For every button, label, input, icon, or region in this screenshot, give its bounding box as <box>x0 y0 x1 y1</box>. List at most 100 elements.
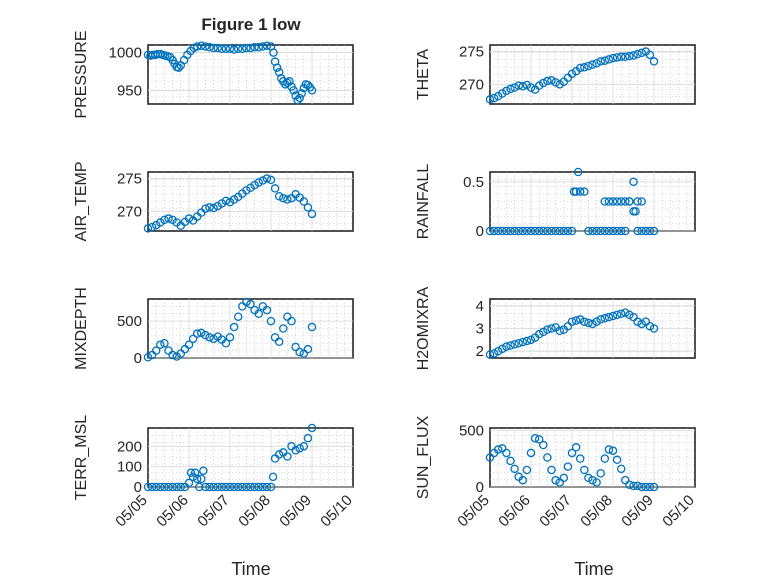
y-tick-label: 500 <box>117 313 142 330</box>
data-point <box>303 80 313 90</box>
data-point <box>518 337 528 347</box>
data-point <box>209 203 218 213</box>
data-point <box>547 226 556 236</box>
data-point <box>151 482 161 492</box>
data-point <box>295 347 304 357</box>
data-point <box>612 197 622 206</box>
data-point <box>608 53 618 63</box>
y-axis-label: MIXDEPTH <box>73 287 90 370</box>
data-point <box>221 44 231 54</box>
data-point <box>592 226 601 236</box>
data-point <box>600 197 610 206</box>
y-axis-label: TERR_MSL <box>73 415 90 500</box>
y-tick-label: 0 <box>134 350 142 367</box>
data-point <box>592 317 601 326</box>
data-point <box>584 226 593 236</box>
data-point <box>201 204 210 213</box>
data-point <box>588 226 597 236</box>
data-point <box>567 448 577 458</box>
data-point <box>489 226 499 236</box>
data-point <box>289 86 298 95</box>
data-point <box>506 456 515 466</box>
data-point <box>258 176 268 185</box>
x-tick-label: 05/08 <box>235 492 274 531</box>
data-point <box>633 226 642 236</box>
data-point <box>274 450 284 459</box>
data-point <box>502 226 511 236</box>
subplot-8: 0 500 SUN_FLUX 05/05 05/06 05/07 05/08 05/09 05/… <box>415 415 698 530</box>
data-point <box>612 310 622 320</box>
data-point <box>283 195 292 204</box>
data-point <box>555 326 564 336</box>
data-point <box>604 226 614 236</box>
x-axis-label-left: Time <box>231 559 270 579</box>
data-point <box>242 297 251 307</box>
data-point <box>580 187 589 196</box>
data-point <box>621 52 630 62</box>
data-point <box>625 310 634 320</box>
data-point <box>518 475 528 485</box>
data-point <box>629 177 638 187</box>
data-point <box>160 215 169 225</box>
y-tick-label: 0 <box>476 479 484 496</box>
data-point <box>608 446 618 455</box>
data-point <box>526 448 536 458</box>
data-point <box>510 83 519 92</box>
data-point <box>199 466 208 475</box>
subplot-7: 0 100 200 TERR_MSL 05/05 05/06 05/07 05/08 05/09… <box>73 415 356 531</box>
y-tick-label: 1000 <box>109 45 142 62</box>
x-tick-label: 05/10 <box>317 492 356 531</box>
x-tick-label: 05/09 <box>618 492 657 531</box>
data-point <box>197 41 206 51</box>
subplot-4: 0 0.5 RAINFALL <box>415 164 696 240</box>
data-point <box>645 321 655 331</box>
data-point <box>596 469 605 478</box>
data-point <box>616 52 626 62</box>
data-point <box>205 482 214 492</box>
y-tick-label: 200 <box>117 438 142 455</box>
data-point <box>526 335 536 345</box>
y-tick-label: 4 <box>476 298 484 315</box>
data-point <box>307 86 317 95</box>
data-point <box>303 433 313 443</box>
data-point <box>485 350 495 359</box>
data-point <box>160 338 169 348</box>
data-point <box>526 226 536 236</box>
data-point <box>250 482 259 492</box>
data-point <box>493 445 503 454</box>
data-point <box>616 226 626 236</box>
data-point <box>307 209 317 219</box>
data-point <box>575 454 585 463</box>
data-point <box>510 464 519 474</box>
data-point <box>485 226 495 236</box>
y-axis-label: H2OMIXRA <box>415 286 432 370</box>
data-point <box>621 226 630 236</box>
data-point <box>221 196 231 206</box>
data-point <box>616 464 626 474</box>
data-point <box>637 319 646 329</box>
subplot-5: 0 500 MIXDEPTH <box>73 287 354 370</box>
data-point <box>563 226 573 236</box>
data-point <box>575 315 585 324</box>
data-point <box>268 472 278 482</box>
data-point <box>297 89 306 98</box>
data-point <box>174 63 183 72</box>
x-tick-label: 05/08 <box>577 492 616 531</box>
data-point <box>303 203 313 212</box>
subplot-2: 270 275 THETA <box>415 44 696 105</box>
y-tick-label: 100 <box>117 459 142 476</box>
data-point <box>588 319 597 329</box>
y-tick-label: 0.5 <box>463 174 484 191</box>
data-point <box>547 76 556 85</box>
x-axis-label-right: Time <box>574 559 613 579</box>
data-point <box>637 226 646 236</box>
data-point <box>506 226 515 236</box>
data-point <box>295 93 304 103</box>
data-point <box>233 482 243 492</box>
data-point <box>258 42 268 51</box>
subplot-6: 2 3 4 H2OMIXRA <box>415 286 696 370</box>
data-point <box>246 43 255 53</box>
data-point <box>266 482 276 492</box>
data-point <box>229 45 239 54</box>
data-point <box>633 49 642 59</box>
